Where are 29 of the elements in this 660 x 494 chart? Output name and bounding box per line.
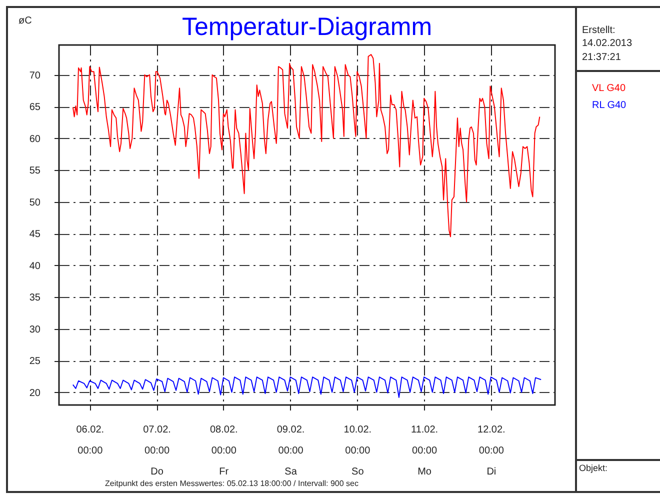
text: VL G40 <box>592 83 626 94</box>
y-tick-label: 35 <box>29 292 41 304</box>
line-series <box>72 54 540 238</box>
x-tick-label: 06.02. 00:00 <box>76 424 104 456</box>
y-tick-label: 50 <box>29 197 41 208</box>
y-tick-label: 65 <box>29 102 41 114</box>
x-tick-label: 08.02. 00:00 Fr <box>210 424 238 478</box>
y-axis-title: øC <box>18 16 32 26</box>
y-tick-label: 20 <box>29 388 41 399</box>
y-tick-label: 30 <box>29 324 41 336</box>
y-tick-label: 60 <box>29 134 41 145</box>
x-tick-label: 07.02. 00:00 Do <box>143 424 171 478</box>
y-tick-label: 70 <box>29 70 41 82</box>
y-tick-label: 25 <box>29 356 41 368</box>
line-series <box>72 376 542 398</box>
text: 21:37:21 <box>582 52 621 63</box>
x-tick-label: 12.02. 00:00 Di <box>478 424 506 478</box>
y-tick-label: 45 <box>29 229 41 240</box>
text: Objekt: <box>579 463 608 473</box>
text: 14.02.2013 <box>582 38 632 49</box>
text: Zeitpunkt des ersten Messwertes: 05.02.13 18:00:00 / Intervall: 900 sec <box>105 479 358 488</box>
x-tick-label: 09.02. 00:00 Sa <box>276 424 305 478</box>
text: RL G40 <box>592 100 627 111</box>
text: Erstellt: <box>582 25 616 36</box>
chart-title: Temperatur-Diagramm <box>182 13 432 41</box>
y-tick-label: 40 <box>29 260 41 272</box>
x-tick-label: 11.02. 00:00 Mo <box>411 424 438 478</box>
x-tick-label: 10.02. 00:00 So <box>344 424 372 478</box>
y-tick-label: 55 <box>29 166 41 177</box>
